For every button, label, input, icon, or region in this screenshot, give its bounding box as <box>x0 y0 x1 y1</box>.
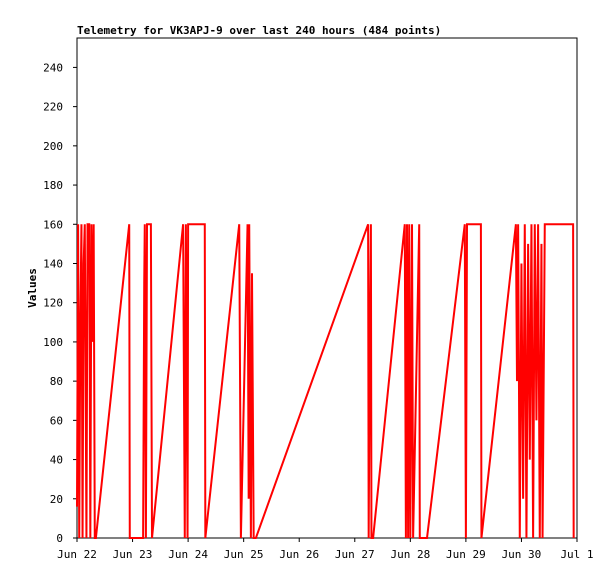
x-tick-label: Jun 23 <box>113 548 153 561</box>
x-tick-label: Jun 27 <box>335 548 375 561</box>
x-tick-label: Jun 24 <box>168 548 208 561</box>
y-tick-label: 140 <box>43 257 63 270</box>
chart-title: Telemetry for VK3APJ-9 over last 240 hou… <box>77 24 441 37</box>
y-tick-label: 120 <box>43 297 63 310</box>
x-tick-label: Jun 22 <box>57 548 97 561</box>
y-tick-label: 60 <box>50 414 63 427</box>
data-line <box>76 223 575 539</box>
y-tick-label: 180 <box>43 179 63 192</box>
x-tick-label: Jul 1 <box>560 548 593 561</box>
y-tick-label: 200 <box>43 140 63 153</box>
y-tick-label: 80 <box>50 375 63 388</box>
y-tick-label: 220 <box>43 101 63 114</box>
x-tick-label: Jun 29 <box>446 548 486 561</box>
x-tick-label: Jun 30 <box>502 548 542 561</box>
y-tick-label: 240 <box>43 61 63 74</box>
y-axis-label: Values <box>26 268 39 308</box>
y-tick-label: 40 <box>50 454 63 467</box>
y-tick-label: 100 <box>43 336 63 349</box>
x-tick-label: Jun 25 <box>224 548 264 561</box>
x-tick-label: Jun 28 <box>390 548 430 561</box>
x-tick-label: Jun 26 <box>279 548 319 561</box>
y-tick-label: 160 <box>43 218 63 231</box>
y-tick-label: 20 <box>50 493 63 506</box>
y-tick-label: 0 <box>56 532 63 545</box>
